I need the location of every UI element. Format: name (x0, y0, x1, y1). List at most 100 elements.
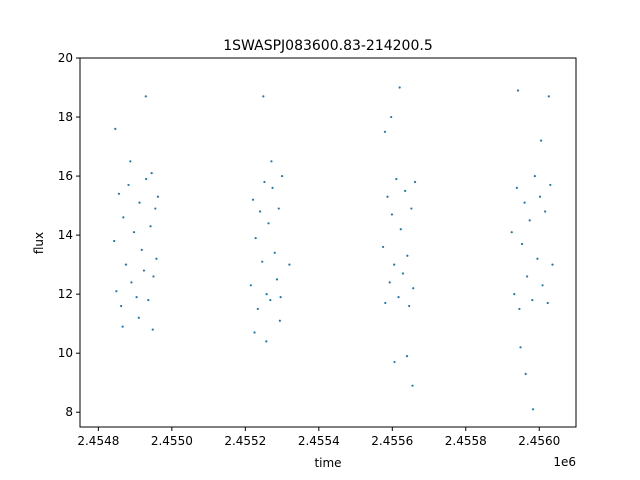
data-point (114, 127, 117, 130)
data-point (270, 160, 273, 163)
data-point (144, 95, 147, 98)
data-point (279, 296, 282, 299)
data-point (518, 307, 521, 311)
data-point (127, 183, 130, 187)
data-point (405, 355, 409, 358)
data-point (140, 248, 143, 251)
data-point (117, 192, 121, 195)
data-point (413, 180, 417, 184)
data-point (288, 263, 291, 266)
data-point (510, 231, 513, 234)
data-point (278, 319, 281, 322)
y-tick-label: 8 (65, 405, 73, 419)
data-point (265, 340, 268, 343)
data-point (390, 213, 394, 216)
data-point (533, 174, 536, 178)
data-point (256, 307, 259, 311)
data-point (531, 408, 535, 411)
x-axis: 2.4548 2.4550 2.4552 2.4554 2.4556 2.4558 2.45… (77, 427, 560, 448)
data-point (399, 228, 402, 231)
y-axis: 8 10 12 14 16 18 20 (58, 51, 80, 419)
data-point (262, 95, 265, 98)
data-point (122, 216, 125, 219)
data-point (265, 293, 268, 296)
data-point (412, 287, 415, 290)
data-point (526, 275, 529, 278)
data-point (382, 245, 385, 249)
data-point (145, 177, 148, 181)
chart-title: 1SWASPJ083600.83-214200.5 (223, 38, 432, 54)
data-point (523, 201, 526, 204)
data-point (155, 257, 158, 260)
data-point (398, 86, 401, 89)
data-point (150, 172, 153, 175)
data-point (541, 284, 544, 287)
x-tick-label: 2.4550 (151, 434, 193, 448)
data-point (253, 331, 256, 334)
plot-frame (79, 57, 577, 428)
y-tick-label: 12 (58, 287, 73, 301)
data-point (531, 298, 534, 302)
data-point (404, 189, 407, 192)
data-point (386, 195, 389, 198)
data-point (410, 207, 413, 210)
data-point (551, 263, 554, 266)
data-point (516, 89, 520, 92)
data-point (513, 293, 516, 296)
data-point (383, 130, 387, 133)
data-point (406, 254, 409, 257)
data-point (384, 301, 387, 305)
y-tick-label: 18 (58, 110, 73, 124)
data-point (515, 186, 518, 189)
data-point (277, 207, 280, 210)
data-point (258, 210, 262, 213)
data-point (538, 195, 542, 198)
data-point (132, 231, 136, 234)
data-point (263, 180, 266, 184)
data-point (151, 328, 154, 331)
data-point (395, 177, 398, 181)
data-point (519, 346, 522, 349)
data-point (254, 236, 257, 240)
data-point (137, 316, 140, 319)
data-point (251, 198, 255, 201)
data-point (408, 304, 411, 308)
data-point (388, 281, 391, 284)
data-point (528, 219, 531, 222)
data-point (249, 284, 252, 287)
data-point (393, 360, 396, 364)
y-tick-label: 16 (58, 169, 73, 183)
data-point (113, 239, 116, 243)
x-tick-label: 2.4548 (77, 434, 119, 448)
data-point (401, 272, 405, 275)
data-point (142, 269, 146, 272)
data-point (147, 298, 150, 302)
data-point (130, 281, 133, 284)
data-point (546, 301, 549, 305)
x-axis-label: time (314, 456, 341, 470)
data-point (120, 304, 123, 308)
x-tick-label: 2.4552 (224, 434, 266, 448)
y-axis-label: flux (32, 232, 46, 254)
data-point (154, 207, 157, 210)
y-tick-label: 14 (58, 228, 73, 242)
data-point (267, 222, 270, 225)
data-point (393, 263, 396, 266)
data-point (544, 210, 547, 213)
x-tick-label: 2.4556 (371, 434, 413, 448)
data-point (547, 95, 550, 98)
data-point (397, 296, 400, 299)
data-point (115, 290, 118, 293)
data-point (121, 325, 124, 328)
data-point (411, 384, 414, 387)
data-point (271, 186, 274, 189)
data-point (524, 372, 527, 375)
plot-area (80, 58, 576, 427)
x-tick-label: 2.4558 (445, 434, 487, 448)
data-point (536, 257, 539, 260)
data-point (520, 242, 524, 246)
data-point (390, 115, 393, 119)
x-offset-label: 1e6 (553, 455, 576, 469)
data-point (129, 160, 132, 163)
